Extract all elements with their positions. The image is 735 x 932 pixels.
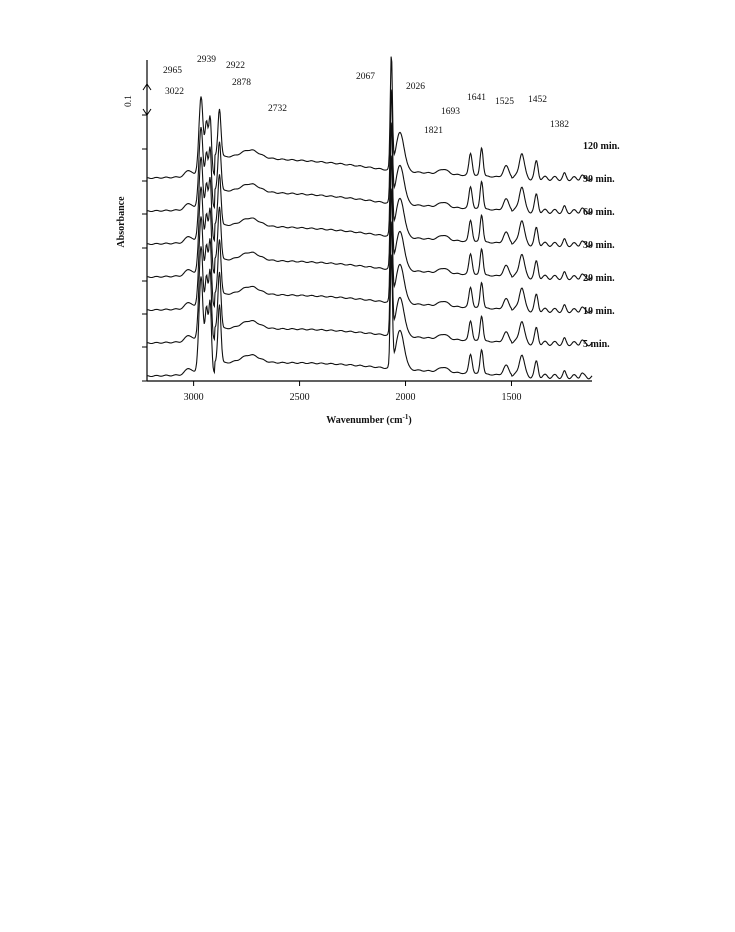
peak-label: 2026 bbox=[406, 82, 425, 92]
spectrum-trace bbox=[146, 56, 593, 182]
x-axis-title-end: ) bbox=[408, 415, 411, 426]
peak-label: 2922 bbox=[226, 61, 245, 71]
scale-bar-label: 0.1 bbox=[124, 95, 134, 107]
peak-label: 2067 bbox=[356, 72, 375, 82]
peak-label: 1525 bbox=[495, 97, 514, 107]
series-label: 20 min. bbox=[583, 273, 615, 284]
peak-annotations: 3022 2965 2939 2922 2878 2732 2067 2026 1821 1693… bbox=[163, 55, 569, 136]
scale-bar-arrow-top bbox=[142, 83, 152, 91]
x-axis-ticks: 3000 2500 2000 1500 bbox=[184, 381, 521, 403]
peak-label: 1821 bbox=[424, 126, 443, 136]
spectrum-trace bbox=[146, 221, 593, 347]
spectrum-trace bbox=[146, 122, 593, 248]
spectrum-traces bbox=[146, 56, 593, 380]
y-axis-ticks bbox=[142, 114, 147, 382]
x-tick-label: 2000 bbox=[396, 392, 416, 403]
series-label: 30 min. bbox=[583, 240, 615, 251]
y-axis-title: Absorbance bbox=[116, 196, 127, 248]
series-labels: 5 min. 10 min. 20 min. 30 min. 60 min. 90 min… bbox=[583, 141, 620, 350]
peak-label: 1382 bbox=[550, 120, 569, 130]
x-axis-title-main: Wavenumber (cm bbox=[326, 415, 403, 426]
spectrum-trace bbox=[146, 89, 593, 215]
series-label: 5 min. bbox=[583, 339, 610, 350]
peak-label: 2878 bbox=[232, 78, 251, 88]
scale-bar-arrow-bottom bbox=[142, 108, 152, 116]
series-label: 10 min. bbox=[583, 306, 615, 317]
peak-label: 1452 bbox=[528, 95, 547, 105]
x-axis-title: Wavenumber (cm-1) bbox=[326, 413, 411, 426]
scale-bar: 0.1 bbox=[124, 83, 152, 116]
spectrum-trace bbox=[146, 188, 593, 314]
peak-label: 2732 bbox=[268, 104, 287, 114]
series-label: 120 min. bbox=[583, 141, 620, 152]
peak-label: 2939 bbox=[197, 55, 216, 65]
series-label: 90 min. bbox=[583, 174, 615, 185]
x-tick-label: 1500 bbox=[501, 392, 521, 403]
peak-label: 1693 bbox=[441, 107, 460, 117]
spectrum-trace bbox=[146, 254, 593, 380]
series-label: 60 min. bbox=[583, 207, 615, 218]
peak-label: 2965 bbox=[163, 66, 182, 76]
peak-label: 1641 bbox=[467, 93, 486, 103]
spectrum-trace bbox=[146, 155, 593, 281]
peak-label: 3022 bbox=[165, 87, 184, 97]
x-tick-label: 2500 bbox=[290, 392, 310, 403]
x-axis-title-sup: -1 bbox=[403, 413, 409, 421]
x-tick-label: 3000 bbox=[184, 392, 204, 403]
